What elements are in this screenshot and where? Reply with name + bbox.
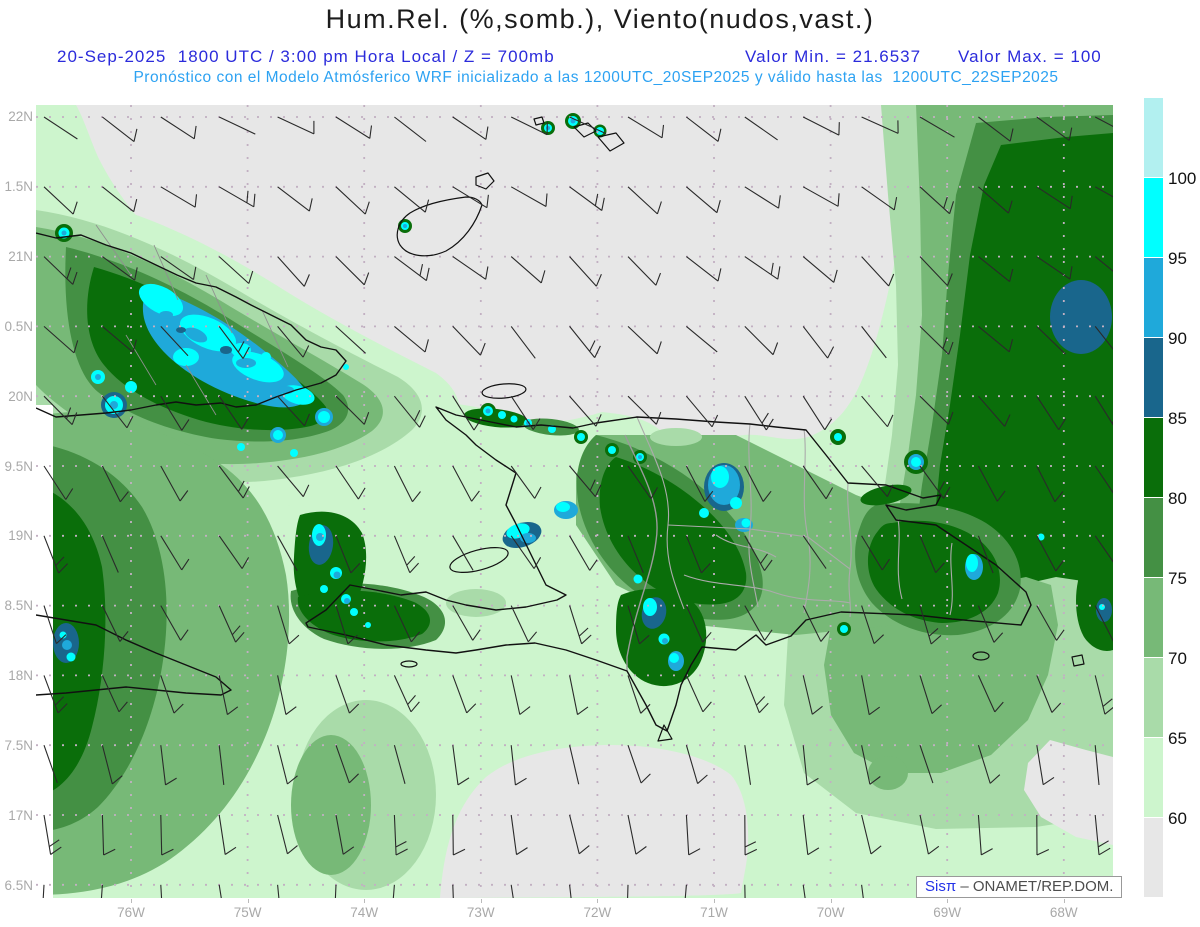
y-axis-label: 7.5N: [4, 738, 33, 754]
y-axis-label: 20N: [8, 388, 33, 404]
x-axis-label: 76W: [117, 905, 145, 920]
colorbar-segment: [1144, 578, 1163, 657]
x-axis-label: 72W: [583, 905, 612, 920]
y-axis-label: 8.5N: [4, 598, 33, 614]
y-axis-label: 22N: [8, 109, 33, 124]
colorbar-segment: [1144, 178, 1163, 257]
x-axis-tick: [597, 899, 599, 903]
contour-80-east: [934, 133, 1113, 615]
colorbar-label: 100: [1168, 169, 1197, 188]
contour-70-southwest: [291, 735, 371, 875]
no-data-strip: [36, 405, 53, 898]
model-init-label: Pronóstico con el Modelo Atmósferico WRF…: [133, 69, 1059, 86]
y-axis-label: 9.5N: [4, 458, 33, 474]
colorbar-segment: [1144, 338, 1163, 417]
y-axis-label: 0.5N: [4, 318, 33, 334]
watermark-brand: Sisπ: [925, 878, 957, 895]
x-axis-label: 70W: [816, 905, 845, 920]
watermark-org: ONAMET/REP.DOM.: [972, 878, 1114, 895]
x-axis-label: 68W: [1049, 905, 1078, 920]
x-axis-tick: [830, 899, 832, 903]
valor-max-label: Valor Max. = 100: [958, 47, 1102, 66]
colorbar-label: 80: [1168, 489, 1187, 508]
dr-province-borders: [636, 416, 953, 618]
x-axis-label: 69W: [933, 905, 962, 920]
colorbar: [1144, 98, 1163, 898]
map-plot-area: [36, 105, 1113, 898]
small-islands: [396, 116, 1085, 742]
x-axis-label: 74W: [350, 905, 379, 920]
colorbar-segment: [1144, 98, 1163, 177]
colorbar-segment: [1144, 738, 1163, 817]
y-axis-label: 19N: [8, 528, 33, 544]
y-axis-label: 6.5N: [4, 877, 33, 893]
wind-barbs: [42, 116, 1113, 898]
x-axis-tick: [247, 899, 249, 903]
x-axis-tick: [364, 899, 366, 903]
colorbar-label: 65: [1168, 729, 1187, 748]
x-axis-tick: [1063, 899, 1065, 903]
x-axis-tick: [714, 899, 715, 903]
colorbar-label: 85: [1168, 409, 1187, 428]
hispaniola-coastline: [305, 406, 1032, 732]
colorbar-segment: [1144, 418, 1163, 497]
colorbar-segment: [1144, 258, 1163, 337]
contour-80-cordillera: [599, 457, 747, 605]
x-axis-tick: [480, 899, 482, 903]
x-axis-tick: [131, 899, 132, 903]
x-axis-tick: [947, 899, 949, 903]
cyan-cells-north-coast: [480, 403, 647, 464]
x-axis-label: 75W: [233, 905, 262, 920]
valor-min-label: Valor Min. = 21.6537: [745, 47, 922, 66]
y-axis-label: 21N: [8, 248, 33, 264]
gonave-gulf-pocket: [446, 589, 506, 617]
dry-region-south: [440, 745, 749, 898]
cyan-cells-central: [699, 463, 753, 532]
y-axis-label: 18N: [8, 668, 33, 684]
x-axis-label: 71W: [700, 905, 728, 920]
valid-time-label: 20-Sep-2025 1800 UTC / 3:00 pm Hora Loca…: [57, 47, 555, 66]
colorbar-segment: [1144, 498, 1163, 577]
x-axis-label: 73W: [466, 905, 495, 920]
green-cell-south: [868, 756, 908, 790]
valley-pocket: [650, 428, 702, 446]
colorbar-label: 70: [1168, 649, 1187, 668]
cyan-cells-cuba: [55, 224, 349, 457]
colorbar-label: 90: [1168, 329, 1187, 348]
dry-region-north: [76, 105, 920, 449]
watermark-badge: Sisπ – ONAMET/REP.DOM.: [916, 876, 1123, 898]
cuba-province-borders: [95, 224, 289, 416]
jamaica-coastline: [36, 614, 232, 696]
colorbar-label: 95: [1168, 249, 1187, 268]
cyan-specks-north: [398, 113, 607, 233]
watermark-separator: –: [956, 878, 973, 895]
chart-title: Hum.Rel. (%,somb.), Viento(nudos,vast.): [325, 4, 875, 34]
colorbar-label: 75: [1168, 569, 1187, 588]
y-axis-label: 1.5N: [4, 178, 33, 194]
colorbar-label: 60: [1168, 809, 1187, 828]
dry-corner-southeast: [1024, 740, 1113, 845]
blue-cell-east-edge: [1050, 280, 1112, 354]
cuba-coastline: [36, 232, 347, 418]
colorbar-segment: [1144, 818, 1163, 897]
colorbar-segment: [1144, 658, 1163, 737]
y-axis-label: 17N: [8, 808, 33, 823]
